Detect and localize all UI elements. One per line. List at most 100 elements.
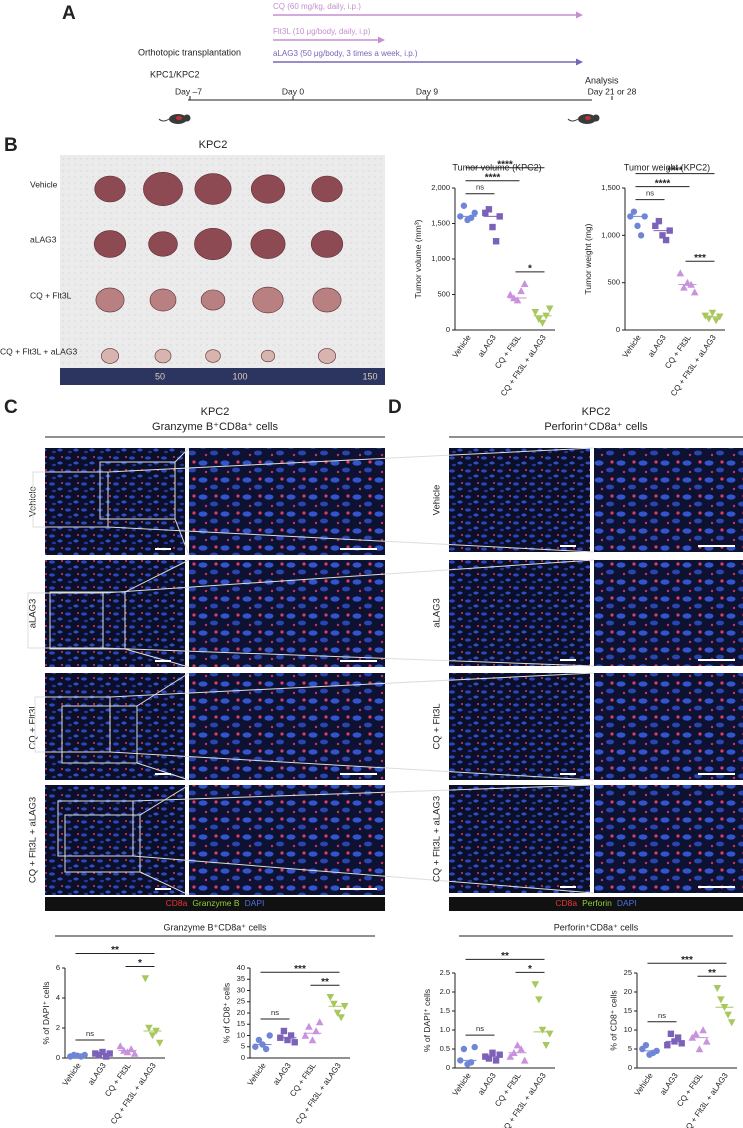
point — [695, 1045, 704, 1053]
tumor-icon — [585, 116, 591, 120]
y-tick-label: 10 — [624, 1025, 632, 1034]
significance-label: **** — [667, 165, 683, 176]
point — [542, 1042, 550, 1049]
significance-label: ns — [476, 1024, 484, 1033]
point — [471, 1043, 478, 1051]
chart-title: Tumor weight (KPC2) — [624, 162, 710, 172]
point — [148, 1032, 157, 1040]
point — [634, 222, 641, 230]
y-tick-label: 40 — [237, 963, 245, 972]
micrograph — [45, 560, 185, 667]
treatment-label: CQ (60 mg/kg, daily, i.p.) — [273, 2, 361, 11]
stain-legend: CD8a Granzyme B DAPI — [166, 898, 265, 908]
tumor — [250, 174, 286, 204]
y-tick-label: 1,500 — [431, 218, 450, 227]
point — [337, 1014, 345, 1022]
y-axis-label: % of DAPI⁺ cells — [422, 989, 432, 1052]
tumor — [310, 230, 344, 258]
y-tick-label: 25 — [624, 968, 632, 977]
micrograph — [449, 560, 590, 666]
point — [255, 1036, 263, 1044]
point — [717, 996, 725, 1004]
inset-line — [102, 559, 595, 594]
point — [655, 217, 663, 225]
y-tick-label: 1,500 — [601, 183, 620, 192]
significance-label: ** — [501, 951, 509, 962]
micrograph — [449, 673, 590, 780]
tumor — [250, 229, 286, 259]
treatment-label: Flt3L (10 μg/body, daily, i.p) — [273, 27, 371, 36]
point — [692, 1030, 700, 1037]
inset-line — [174, 447, 190, 463]
point — [630, 208, 638, 215]
point — [489, 223, 496, 231]
inset-line — [124, 648, 190, 668]
point — [513, 1041, 522, 1049]
point — [291, 1039, 298, 1046]
point — [485, 1055, 493, 1062]
inset-box — [49, 591, 126, 650]
x-tick-label: aLAG3 — [86, 1061, 108, 1087]
point — [506, 290, 515, 298]
point — [520, 280, 529, 288]
inset-line — [174, 518, 190, 556]
tumor — [312, 287, 342, 313]
point — [460, 1045, 468, 1053]
y-tick-label: 4 — [56, 993, 60, 1002]
row-label: aLAG3 — [432, 598, 443, 628]
x-tick-label: aLAG3 — [658, 1071, 680, 1097]
row-label: CQ + Flt3L + aLAG3 — [28, 797, 39, 883]
point — [680, 283, 688, 291]
point — [506, 1052, 515, 1060]
row-label: CQ + Flt3L + aLAG3 — [0, 346, 77, 356]
y-axis-label: % of DAPI⁺ cells — [41, 981, 51, 1044]
point — [333, 1009, 342, 1017]
x-tick-label: Vehicle — [451, 333, 473, 360]
y-tick-label: 35 — [237, 974, 245, 983]
inset-line — [109, 672, 595, 698]
row-label: aLAG3 — [28, 599, 39, 629]
day-label: Day –7 — [175, 86, 202, 96]
y-tick-label: 0 — [446, 325, 450, 334]
inset-line — [132, 784, 595, 802]
x-tick-label: CQ + Flt3L + aLAG3 — [669, 333, 718, 398]
point — [667, 1030, 675, 1037]
x-tick-label: CQ + Flt3L + aLAG3 — [499, 333, 548, 398]
y-tick-label: 0 — [241, 1053, 245, 1062]
stain-legend-item: CD8a — [555, 898, 577, 908]
point — [637, 232, 645, 239]
row-label: aLAG3 — [30, 234, 57, 244]
y-axis-label: % of CD8⁺ cells — [608, 990, 618, 1050]
point — [326, 994, 335, 1002]
panel-subtitle: Granzyme B⁺CD8a⁺ cells — [152, 421, 278, 433]
inset-box — [27, 592, 104, 649]
y-tick-label: 1,000 — [601, 230, 620, 239]
point — [99, 1048, 106, 1056]
inset-box — [34, 696, 111, 753]
inset-box — [57, 800, 134, 857]
point — [130, 1049, 139, 1057]
significance-label: ** — [321, 977, 329, 988]
micrograph-zoom — [189, 673, 385, 780]
row-label: CQ + Flt3L — [30, 290, 72, 300]
day-label: Day 0 — [282, 86, 304, 96]
point — [81, 1051, 88, 1059]
point — [485, 206, 493, 213]
tumor — [154, 348, 172, 364]
y-tick-label: 20 — [624, 987, 632, 996]
point — [492, 238, 500, 245]
point — [727, 1019, 736, 1027]
row-label: Vehicle — [30, 179, 58, 189]
point — [141, 975, 150, 983]
y-tick-label: 5 — [628, 1044, 632, 1053]
row-label: CQ + Flt3L — [432, 703, 443, 749]
point — [145, 1024, 153, 1032]
micrograph-zoom — [189, 560, 385, 667]
y-tick-label: 0 — [616, 325, 620, 334]
x-tick-label: Vehicle — [621, 333, 643, 360]
y-axis-label: Tumor volume (mm³) — [413, 219, 423, 298]
point — [305, 1022, 313, 1030]
stain-legend-item: Granzyme B — [192, 898, 240, 908]
